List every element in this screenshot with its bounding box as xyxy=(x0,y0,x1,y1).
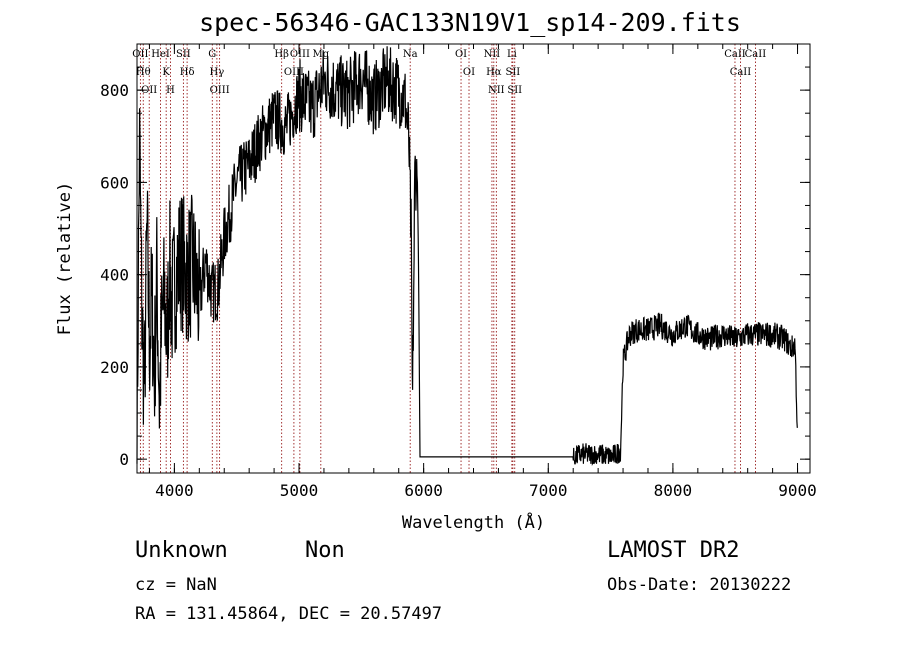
y-tick-label: 0 xyxy=(119,450,129,469)
line-marker-label: SII xyxy=(176,49,191,60)
y-axis-label: Flux (relative) xyxy=(55,182,75,336)
y-tick-label: 400 xyxy=(100,266,129,285)
line-marker-label: Hθ xyxy=(136,67,151,78)
line-marker-label: CaII xyxy=(724,49,746,60)
line-marker-label: OII xyxy=(141,85,157,96)
emission-line-markers xyxy=(139,44,756,473)
chart-title: spec-56346-GAC133N19V1_sp14-209.fits xyxy=(199,8,741,37)
line-marker-label: CaII xyxy=(745,49,767,60)
line-marker-label: OI xyxy=(463,67,475,78)
redshift-label: cz = NaN xyxy=(135,575,217,595)
line-marker-label: Hβ xyxy=(274,49,289,60)
line-marker-label: OIII xyxy=(290,49,310,60)
line-marker-label: Li xyxy=(507,49,517,60)
x-axis-label: Wavelength (Å) xyxy=(402,511,545,533)
subclass-label: Non xyxy=(305,538,345,563)
x-tick-label: 9000 xyxy=(778,481,817,500)
line-marker-label: OII xyxy=(132,49,148,60)
x-tick-label: 4000 xyxy=(155,481,194,500)
line-marker-label: Mg xyxy=(313,49,330,60)
line-marker-label: NII xyxy=(488,85,505,96)
y-axis-ticks: 0 200 400 600 800 xyxy=(100,66,810,469)
line-marker-label: OIII xyxy=(210,85,230,96)
line-marker-label: SII xyxy=(506,67,521,78)
classification-label: Unknown xyxy=(135,538,228,563)
line-marker-label: H xyxy=(166,85,175,96)
plot-frame xyxy=(136,43,811,474)
line-marker-label: Na xyxy=(403,49,418,60)
line-marker-label: NII xyxy=(484,49,501,60)
line-marker-label: K xyxy=(162,67,170,78)
line-marker-label: G xyxy=(208,49,216,60)
line-marker-label: SII xyxy=(507,85,522,96)
line-marker-label: Hγ xyxy=(210,67,225,78)
line-marker-label: HeI xyxy=(151,49,170,60)
x-tick-label: 8000 xyxy=(654,481,693,500)
y-tick-label: 600 xyxy=(100,173,129,192)
x-tick-label: 7000 xyxy=(529,481,568,500)
line-marker-label: Hα xyxy=(486,67,502,78)
x-tick-label: 5000 xyxy=(280,481,319,500)
line-marker-label: OIII xyxy=(284,67,304,78)
spectrum-line xyxy=(136,46,798,466)
obs-date-label: Obs-Date: 20130222 xyxy=(607,575,792,595)
line-marker-label: CaII xyxy=(730,67,752,78)
line-marker-label: Hδ xyxy=(180,67,195,78)
y-tick-label: 200 xyxy=(100,358,129,377)
x-axis-ticks: 4000 5000 6000 7000 8000 9000 xyxy=(148,44,817,500)
coordinates-label: RA = 131.45864, DEC = 20.57497 xyxy=(135,604,443,624)
line-marker-label: OI xyxy=(455,49,467,60)
x-tick-label: 6000 xyxy=(404,481,443,500)
y-tick-label: 800 xyxy=(100,81,129,100)
survey-label: LAMOST DR2 xyxy=(607,538,740,563)
